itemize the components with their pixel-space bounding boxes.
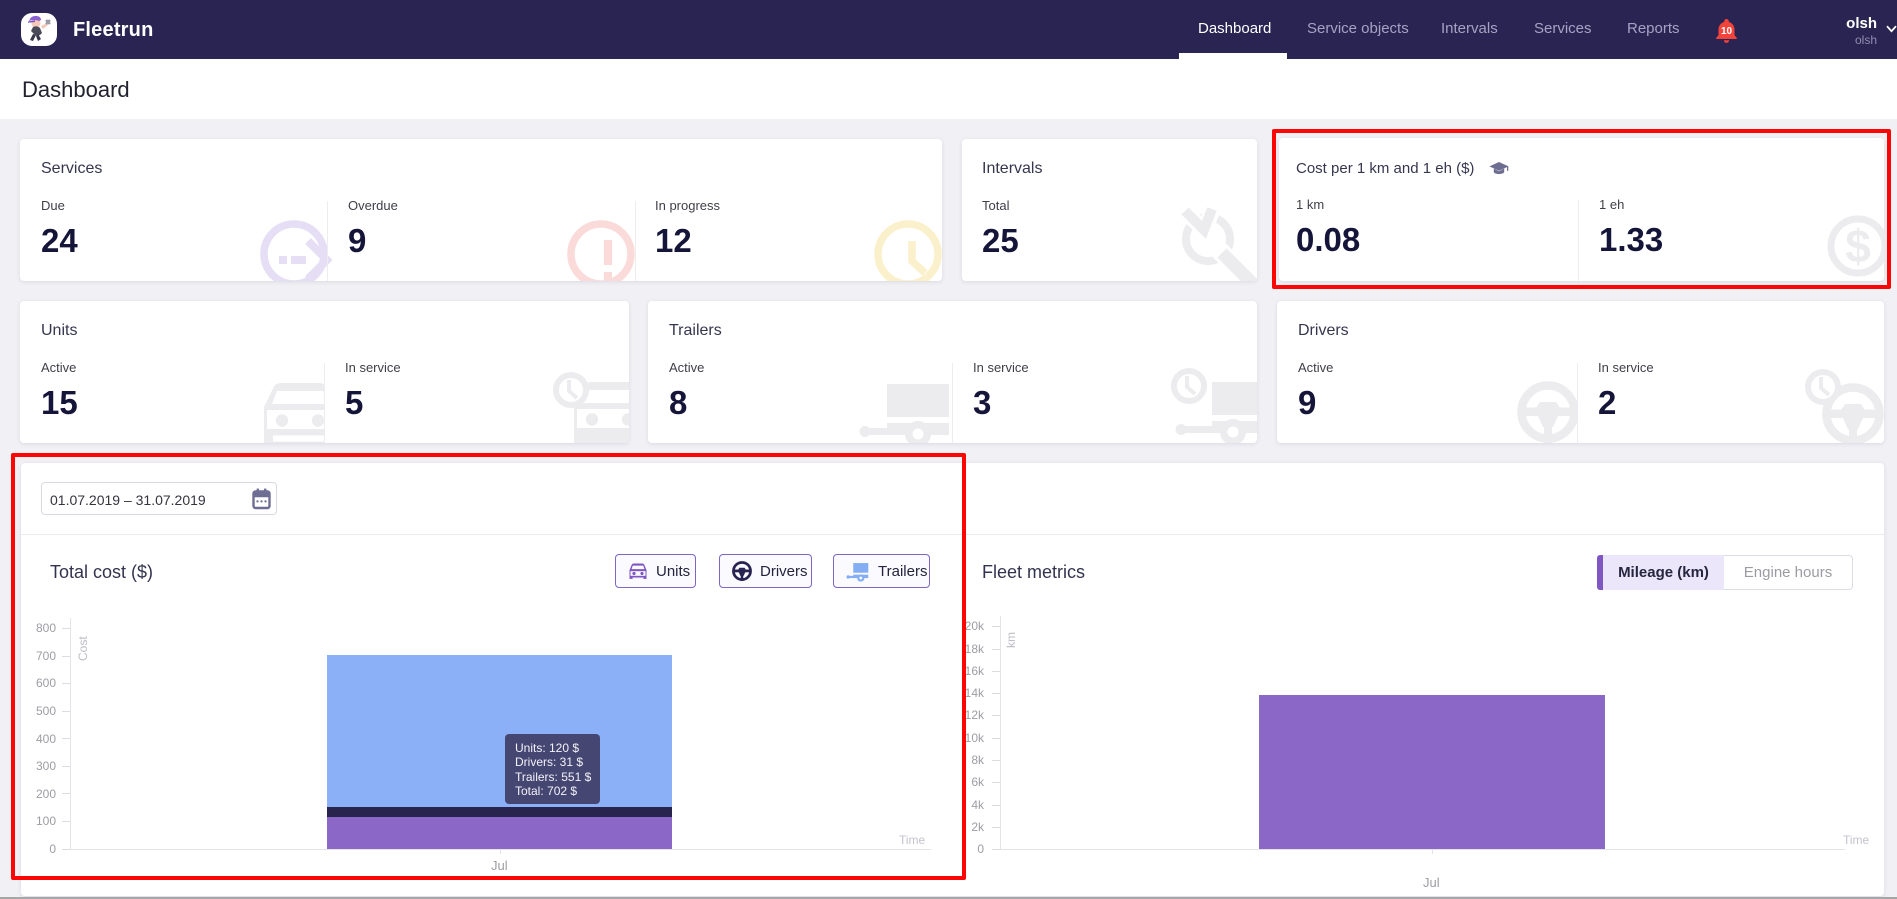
svg-text:$: $ [1845, 220, 1871, 272]
svg-text:10: 10 [1721, 26, 1733, 37]
